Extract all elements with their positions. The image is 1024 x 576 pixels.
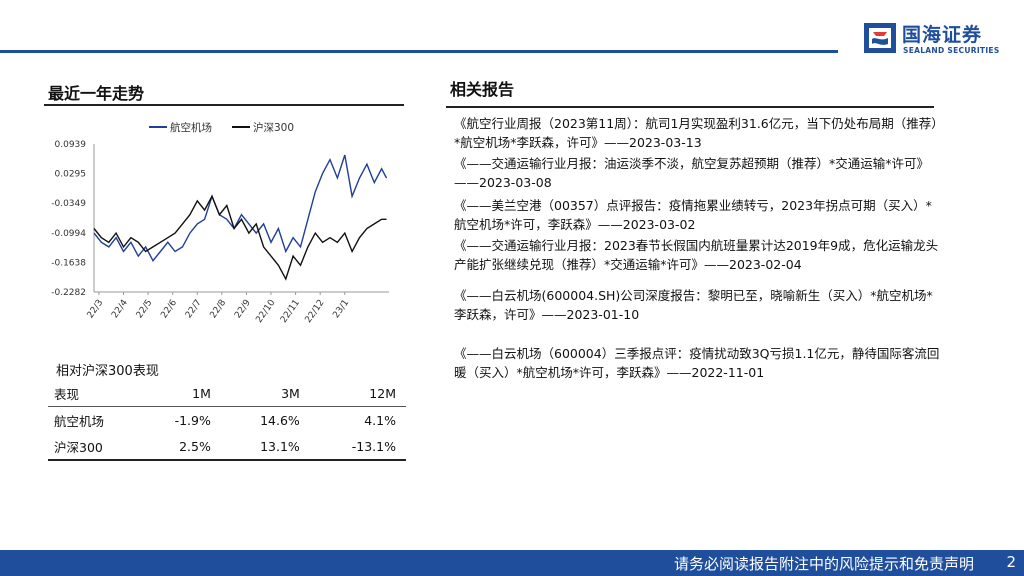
trend-section-title: 最近一年走势	[48, 84, 145, 103]
sealand-logo-icon	[864, 23, 896, 53]
header-cell: 3M	[220, 380, 310, 407]
x-tick-label: 22/8	[209, 298, 229, 321]
x-tick-label: 23/1	[331, 298, 351, 320]
x-tick-label: 22/10	[254, 298, 277, 325]
report-link[interactable]: 《——交通运输行业月报：油运淡季不淡，航空复苏超预期（推荐）*交通运输*许可》—…	[454, 156, 930, 190]
brand-name-en: SEALAND SECURITIES	[903, 46, 1000, 55]
table-cell: 14.6%	[260, 412, 300, 428]
report-link[interactable]: 《——交通运输行业月报：2023春节长假国内航班量累计达2019年9成，危化运输…	[454, 238, 939, 272]
trend-chart: 0.0939 0.0295 -0.0349 -0.0994 -0.1638 -0.2282…	[51, 121, 389, 325]
x-tick-label: 22/6	[159, 298, 179, 321]
legend-label: 航空机场	[170, 121, 212, 134]
page-number: 2	[1006, 553, 1016, 571]
report-link[interactable]: 《——白云机场（600004）三季报点评：疫情扰动致3Q亏损1.1亿元，静待国际…	[454, 346, 940, 380]
series-line-aviation	[93, 154, 388, 262]
performance-title: 相对沪深300表现	[56, 364, 159, 379]
header-rule	[0, 50, 838, 53]
header-cell: 12M	[309, 380, 406, 407]
x-tick-label: 22/12	[304, 298, 327, 325]
table-cell: 13.1%	[220, 433, 310, 461]
x-tick-label: 22/11	[279, 298, 302, 325]
x-tick-label: 22/3	[86, 298, 106, 320]
header-cell: 表现	[48, 380, 138, 407]
table-row: 航空机场 -1.9% 14.6% 4.1%	[48, 407, 406, 434]
series-line-csi300	[93, 194, 387, 281]
reports-title-rule	[446, 106, 934, 108]
row-label: 沪深300	[48, 433, 138, 461]
footer-bar: 请务必阅读报告附注中的风险提示和免责声明 2	[0, 550, 1024, 576]
report-link[interactable]: 《航空行业周报（2023第11周）：航司1月实现盈利31.6亿元，当下仍处布局期…	[454, 116, 944, 150]
report-link[interactable]: 《——白云机场(600004.SH)公司深度报告：黎明已至，晓喻新生（买入）*航…	[454, 288, 933, 322]
table-cell: -1.9%	[174, 412, 211, 428]
report-link[interactable]: 《——美兰空港（00357）点评报告：疫情拖累业绩转亏，2023年拐点可期（买入…	[454, 198, 932, 232]
y-tick-label: -0.0349	[51, 199, 86, 209]
brand-name-cn: 国海证券	[902, 24, 983, 46]
table-row: 沪深300 2.5% 13.1% -13.1%	[48, 433, 406, 461]
table-cell: -13.1%	[309, 433, 406, 461]
y-tick-label: 0.0939	[55, 140, 87, 150]
table-header-row: 表现 1M 3M 12M	[48, 380, 406, 407]
x-tick-label: 22/4	[110, 298, 130, 321]
table-cell: 2.5%	[137, 433, 221, 461]
header-cell: 1M	[137, 380, 221, 407]
y-tick-label: -0.0994	[51, 229, 86, 239]
footer-disclaimer: 请务必阅读报告附注中的风险提示和免责声明	[673, 555, 974, 573]
y-tick-label: -0.1638	[51, 258, 86, 268]
y-tick-label: -0.2282	[51, 288, 86, 298]
x-tick-label: 22/5	[135, 298, 155, 320]
trend-title-rule	[44, 104, 404, 106]
reports-section-title: 相关报告	[450, 80, 515, 99]
table-cell: 4.1%	[364, 412, 396, 428]
row-label: 航空机场	[54, 413, 105, 429]
brand-logo: 国海证券 SEALAND SECURITIES	[862, 20, 1012, 60]
legend-label: 沪深300	[253, 121, 294, 134]
y-tick-label: 0.0295	[55, 170, 87, 180]
performance-table: 表现 1M 3M 12M 航空机场 -1.9% 14.6% 4.1% 沪深300…	[48, 380, 406, 461]
x-tick-label: 22/9	[233, 298, 253, 321]
x-tick-label: 22/7	[184, 298, 204, 320]
